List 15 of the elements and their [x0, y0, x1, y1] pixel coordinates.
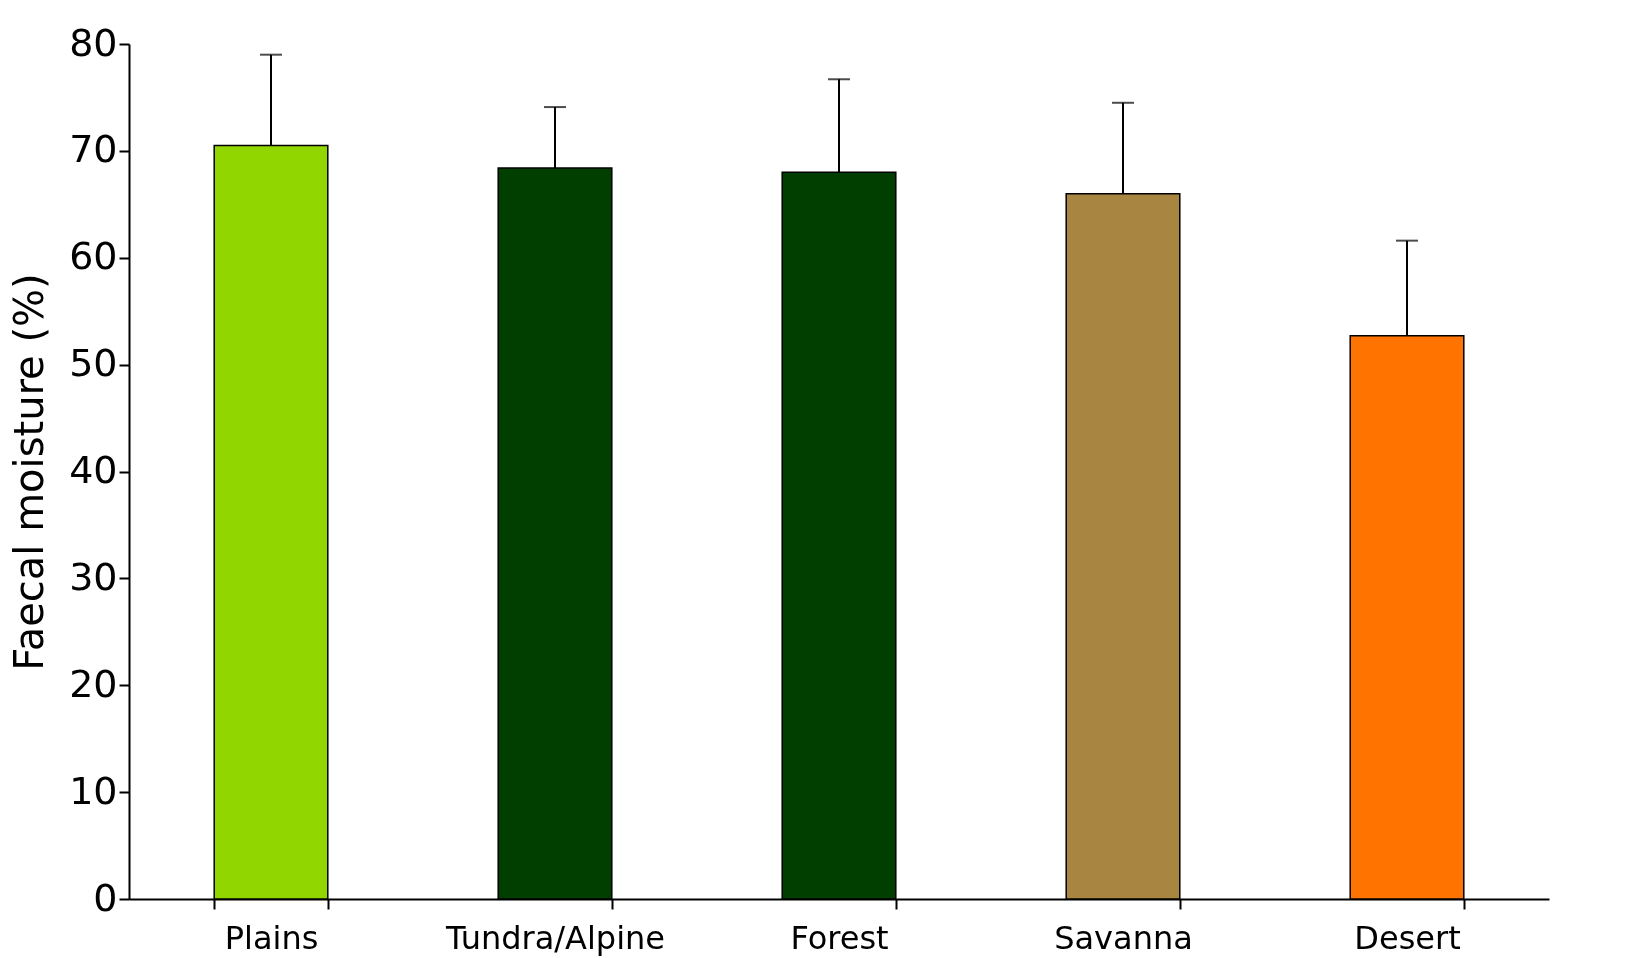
y-tick-label: 50 — [69, 341, 118, 386]
y-tick-label: 70 — [69, 127, 118, 172]
y-tick-label: 80 — [69, 20, 118, 65]
x-tick-label: Desert — [1354, 918, 1461, 957]
x-tick-label: Forest — [790, 918, 889, 957]
x-tick-label: Savanna — [1054, 918, 1193, 957]
y-tick-label: 30 — [69, 554, 118, 599]
y-axis-title: Faecal moisture (%) — [6, 273, 53, 671]
y-tick-label: 10 — [69, 768, 118, 813]
x-tick-label: Plains — [224, 918, 319, 957]
x-tick-label: Tundra/Alpine — [444, 918, 666, 957]
y-tick-label: 20 — [69, 661, 118, 706]
y-tick-label: 60 — [69, 234, 118, 279]
y-tick-label: 0 — [93, 875, 118, 920]
y-tick-label: 40 — [69, 448, 118, 492]
